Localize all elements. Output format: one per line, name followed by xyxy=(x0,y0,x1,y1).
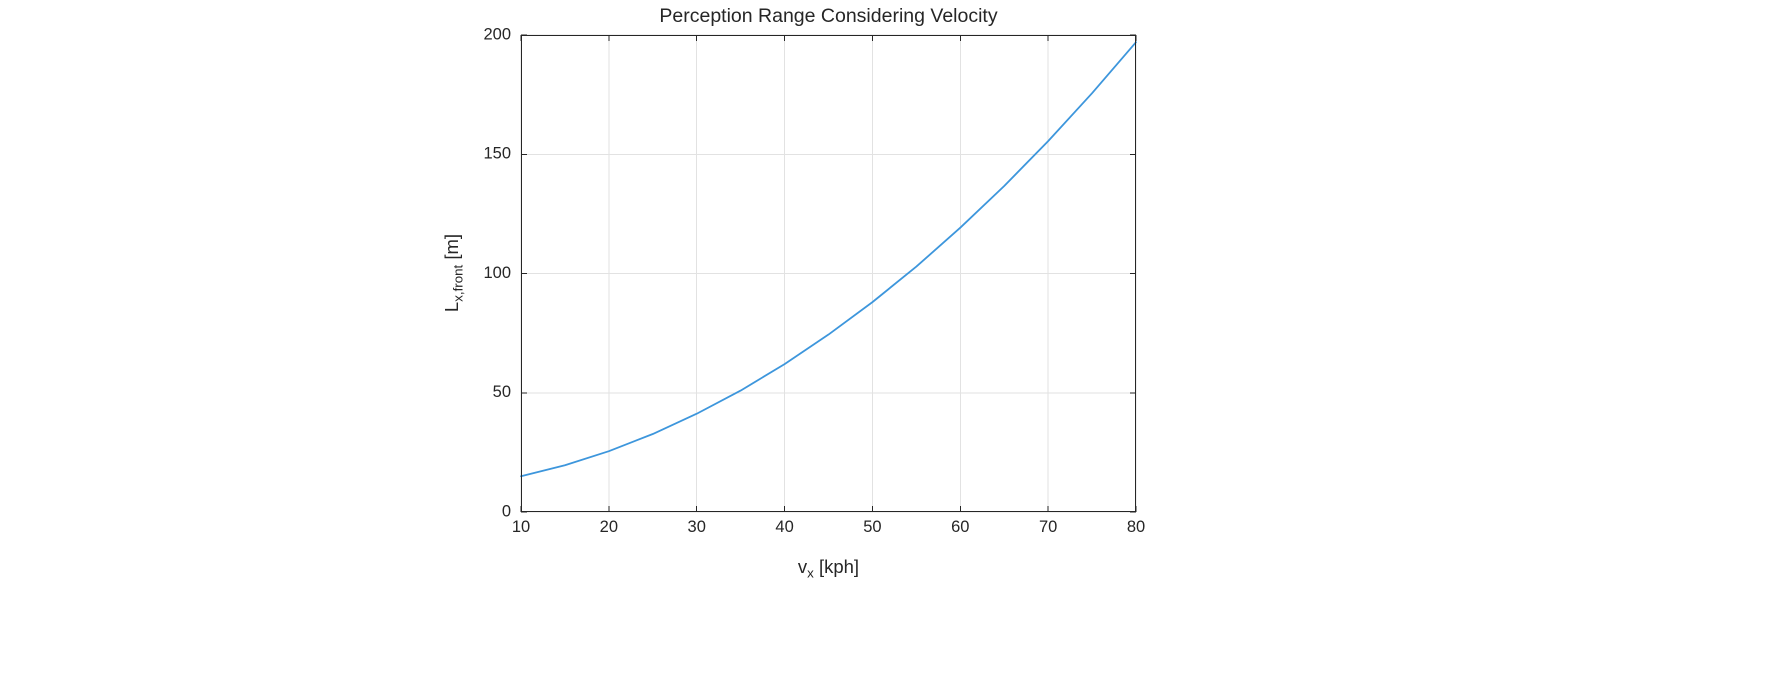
x-axis-label-main: v xyxy=(797,556,808,577)
x-tick-label: 20 xyxy=(600,518,618,536)
x-tick-label: 30 xyxy=(688,518,706,536)
y-axis-label-units: [m] xyxy=(441,233,462,265)
x-tick-label: 40 xyxy=(775,518,793,536)
x-tick-label: 50 xyxy=(863,518,881,536)
y-axis-label-subscript: x,front xyxy=(450,264,466,302)
series-line-perception-range-front xyxy=(520,41,1137,478)
x-axis-label-units: [kph] xyxy=(813,556,860,577)
x-tick-label: 80 xyxy=(1127,518,1145,536)
y-tick-label: 100 xyxy=(483,264,511,282)
x-tick-label: 10 xyxy=(512,518,530,536)
y-tick-label: 50 xyxy=(493,383,511,401)
y-axis-label: Lx,front [m] xyxy=(441,233,466,313)
y-tick-label: 200 xyxy=(483,25,511,43)
x-tick-label: 60 xyxy=(951,518,969,536)
y-tick-label: 0 xyxy=(502,502,511,520)
x-axis-label: vx [kph] xyxy=(521,556,1136,581)
chart-title: Perception Range Considering Velocity xyxy=(659,5,998,27)
y-tick-label: 150 xyxy=(483,145,511,163)
plot-area: 10 20 30 40 50 60 70 80 0 50 100 150 200 xyxy=(483,25,1145,536)
y-axis-label-main: L xyxy=(441,301,462,313)
plot-svg: 10 20 30 40 50 60 70 80 0 50 100 150 200 xyxy=(483,25,1145,536)
x-tick-label: 70 xyxy=(1039,518,1057,536)
x-axis-label-subscript: x xyxy=(807,565,814,581)
